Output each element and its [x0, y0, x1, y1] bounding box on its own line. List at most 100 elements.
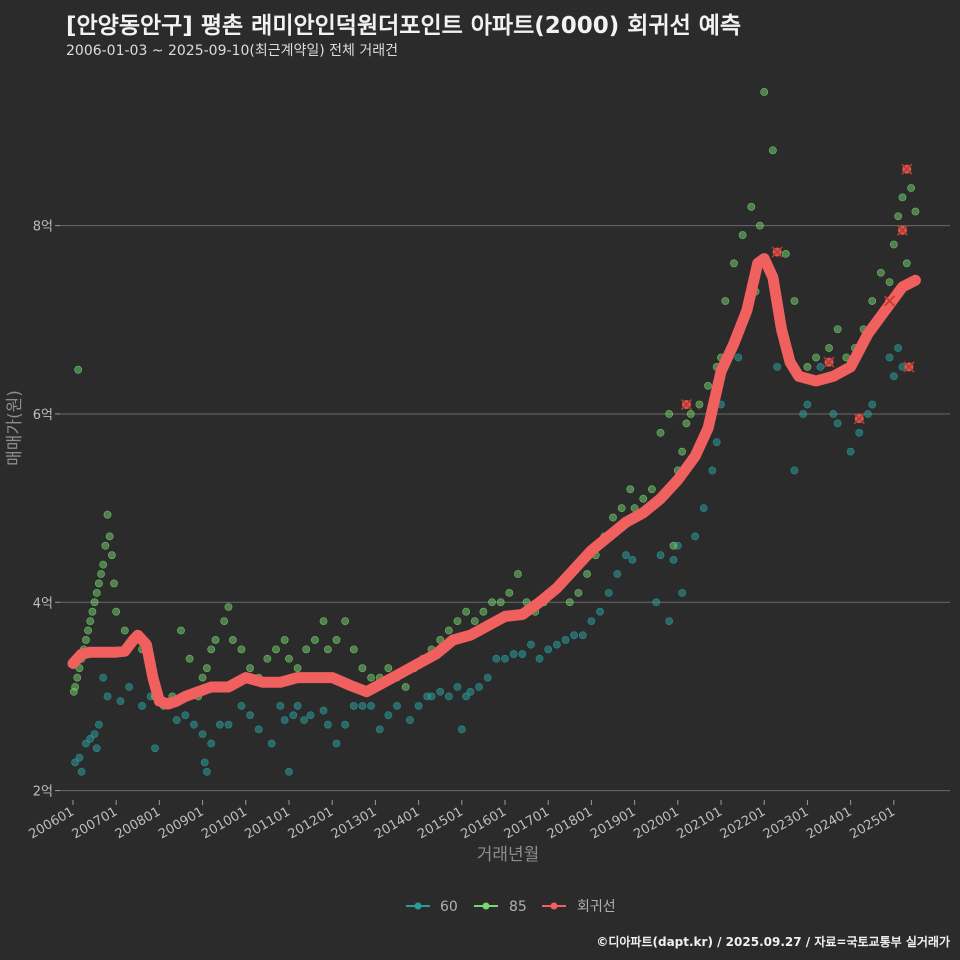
point-85 — [285, 654, 293, 663]
x-tick-label: 202201 — [718, 804, 768, 842]
point-85 — [198, 673, 207, 682]
point-85 — [695, 400, 704, 409]
point-60 — [885, 353, 894, 362]
point-60 — [518, 650, 527, 658]
y-tick-label: 2억 — [33, 785, 53, 800]
outlier-markers — [680, 163, 915, 425]
y-tick-label: 8억 — [33, 220, 53, 235]
point-60 — [678, 588, 687, 597]
point-60 — [570, 631, 579, 640]
point-85 — [730, 259, 738, 268]
point-60 — [319, 706, 328, 715]
outlier-cross — [883, 295, 896, 307]
point-85 — [101, 541, 110, 550]
point-60 — [712, 438, 721, 447]
point-60 — [889, 372, 898, 381]
point-85 — [341, 617, 350, 626]
legend-dot-regression — [550, 902, 558, 910]
point-60 — [200, 758, 209, 767]
y-tick-labels: 2억 4억 6억 8억 — [33, 220, 53, 800]
point-60 — [829, 410, 838, 418]
point-60 — [475, 683, 483, 691]
point-60 — [224, 720, 233, 729]
point-85 — [323, 645, 332, 654]
point-85 — [812, 353, 820, 362]
point-85 — [293, 664, 302, 673]
x-tick-label: 201301 — [329, 804, 379, 842]
point-60 — [803, 400, 812, 409]
x-tick-label: 200701 — [70, 804, 120, 842]
point-60 — [77, 767, 86, 776]
x-tick-label: 201201 — [286, 804, 336, 842]
point-85 — [105, 532, 114, 541]
point-60 — [151, 744, 159, 753]
point-60 — [613, 570, 622, 578]
point-85 — [462, 607, 471, 616]
point-85 — [401, 683, 410, 691]
point-85 — [88, 607, 97, 616]
point-85 — [514, 570, 522, 578]
point-60 — [384, 711, 393, 720]
legend-label-regression: 회귀선 — [577, 899, 616, 915]
point-85 — [721, 297, 730, 305]
point-85 — [747, 202, 756, 211]
regression-line — [67, 253, 921, 710]
point-60 — [349, 701, 358, 710]
point-60 — [734, 353, 743, 362]
point-85 — [202, 664, 211, 673]
y-tick-label: 4억 — [33, 596, 53, 611]
point-60 — [94, 720, 103, 729]
point-85 — [876, 268, 885, 277]
point-85 — [280, 636, 289, 644]
point-85 — [609, 513, 617, 522]
point-60 — [552, 640, 561, 649]
legend-dot-60 — [414, 902, 422, 910]
point-85 — [505, 588, 514, 597]
point-85 — [470, 617, 479, 626]
point-60 — [833, 419, 842, 428]
y-axis-title: 매매가(원) — [5, 390, 25, 466]
point-85 — [825, 344, 833, 352]
x-tick-label: 201601 — [459, 804, 509, 842]
point-60 — [596, 607, 604, 616]
point-85 — [224, 603, 233, 611]
point-85 — [665, 410, 674, 418]
point-60 — [293, 701, 302, 710]
point-85 — [803, 362, 812, 371]
point-85 — [894, 212, 903, 221]
point-85 — [656, 428, 665, 437]
point-85 — [311, 636, 319, 644]
point-60 — [669, 556, 678, 564]
point-85 — [211, 636, 220, 644]
point-85 — [907, 184, 916, 192]
point-85 — [272, 645, 280, 654]
x-tick-label: 201501 — [415, 804, 465, 842]
point-85 — [110, 579, 118, 588]
point-60 — [656, 551, 665, 560]
point-60 — [332, 739, 341, 748]
point-60 — [198, 730, 207, 738]
point-60 — [237, 701, 246, 710]
point-60 — [868, 400, 877, 409]
point-85 — [885, 278, 894, 287]
point-85 — [332, 636, 341, 644]
outlier-cross — [896, 224, 909, 236]
point-60 — [207, 739, 216, 748]
point-60 — [790, 466, 799, 475]
point-85 — [319, 617, 328, 626]
point-85 — [617, 504, 626, 513]
point-85 — [349, 645, 358, 654]
point-85 — [207, 645, 216, 654]
point-85 — [185, 654, 194, 663]
point-85 — [639, 494, 648, 503]
point-60 — [544, 645, 553, 654]
point-85 — [626, 485, 635, 494]
point-60 — [300, 716, 309, 724]
legend-label-85: 85 — [509, 899, 527, 915]
point-60 — [894, 344, 903, 352]
point-85 — [94, 579, 103, 588]
outlier-cross — [903, 361, 915, 373]
point-85 — [92, 588, 101, 597]
point-85 — [583, 570, 591, 578]
point-60 — [466, 687, 475, 696]
